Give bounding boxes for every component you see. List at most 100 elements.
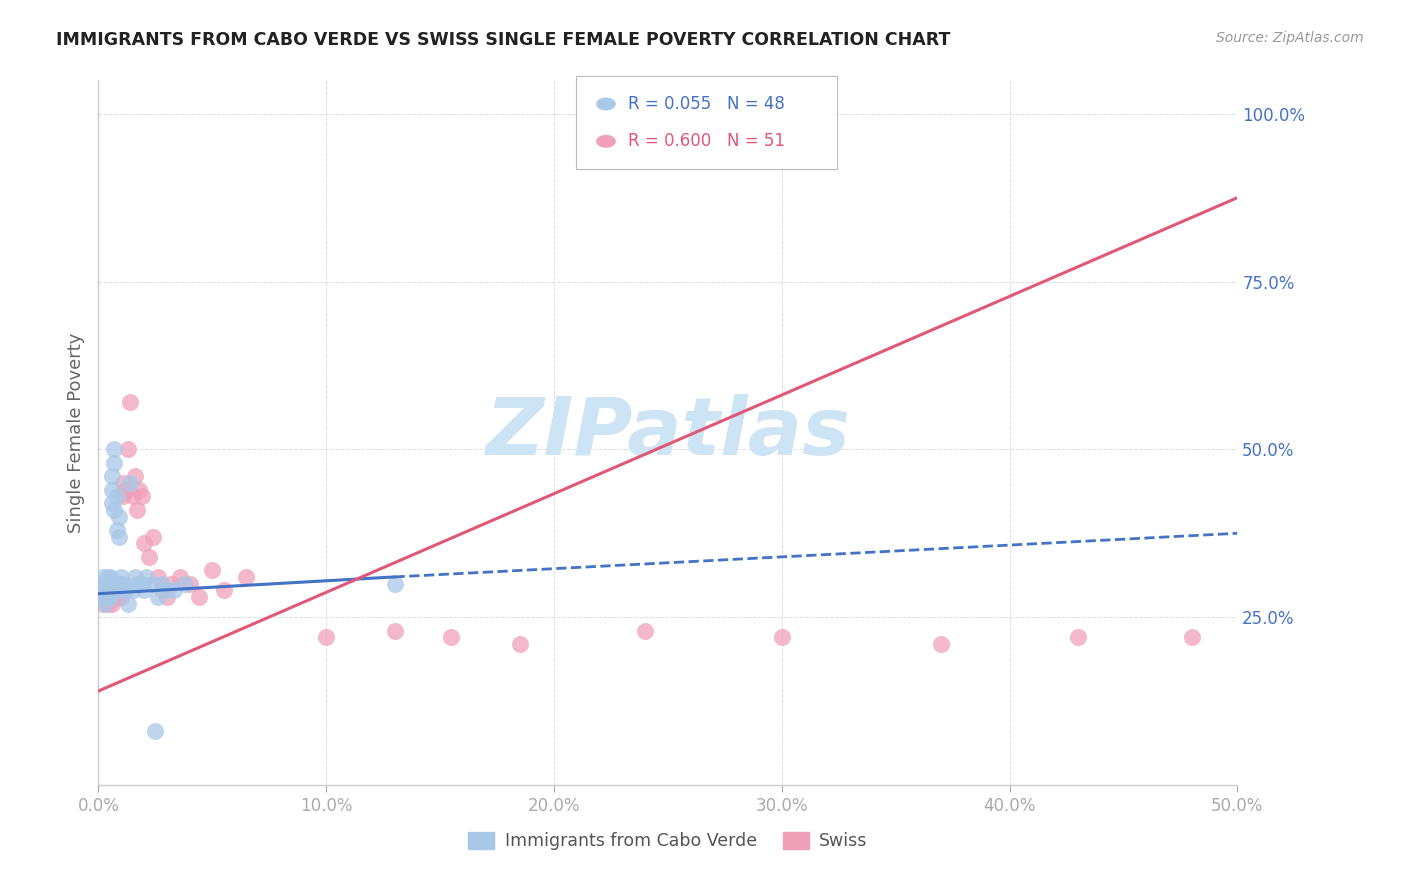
Point xyxy=(96,583,118,598)
Point xyxy=(146,570,169,584)
Point xyxy=(150,576,173,591)
Text: Source: ZipAtlas.com: Source: ZipAtlas.com xyxy=(1216,31,1364,45)
Point xyxy=(105,523,128,537)
Point xyxy=(110,583,132,598)
Legend: Immigrants from Cabo Verde, Swiss: Immigrants from Cabo Verde, Swiss xyxy=(461,825,875,857)
Point xyxy=(1181,630,1204,644)
Point xyxy=(105,590,128,604)
Point xyxy=(132,583,155,598)
Point xyxy=(98,570,121,584)
Point xyxy=(150,583,173,598)
Point xyxy=(96,597,118,611)
Point xyxy=(101,469,124,483)
Point xyxy=(162,583,184,598)
Point xyxy=(110,570,132,584)
Point xyxy=(108,530,131,544)
Point xyxy=(112,489,135,503)
Point xyxy=(98,590,121,604)
Point xyxy=(135,570,157,584)
Point xyxy=(110,583,132,598)
Point xyxy=(94,583,117,598)
Point xyxy=(440,630,463,644)
Point xyxy=(110,576,132,591)
Point xyxy=(91,583,114,598)
Point xyxy=(121,583,143,598)
Point xyxy=(212,583,235,598)
Point xyxy=(103,503,125,517)
Point xyxy=(124,469,146,483)
Point xyxy=(132,536,155,550)
Text: R = 0.600   N = 51: R = 0.600 N = 51 xyxy=(628,132,786,150)
Point xyxy=(127,503,149,517)
Text: ZIPatlas: ZIPatlas xyxy=(485,393,851,472)
Point xyxy=(156,590,179,604)
Point xyxy=(179,576,201,591)
Point xyxy=(103,456,125,470)
Point xyxy=(94,597,117,611)
Point xyxy=(156,583,179,598)
Point xyxy=(174,576,197,591)
Point xyxy=(235,570,257,584)
Point xyxy=(187,590,209,604)
Point xyxy=(94,576,117,591)
Point xyxy=(384,624,406,638)
Text: IMMIGRANTS FROM CABO VERDE VS SWISS SINGLE FEMALE POVERTY CORRELATION CHART: IMMIGRANTS FROM CABO VERDE VS SWISS SING… xyxy=(56,31,950,49)
Point xyxy=(103,442,125,457)
Point xyxy=(114,483,136,497)
Point xyxy=(101,590,124,604)
Point xyxy=(101,483,124,497)
Point xyxy=(96,570,118,584)
Point xyxy=(98,576,121,591)
Point xyxy=(101,496,124,510)
Point xyxy=(929,637,952,651)
Point xyxy=(117,442,139,457)
Point xyxy=(160,576,183,591)
Point xyxy=(96,590,118,604)
Y-axis label: Single Female Poverty: Single Female Poverty xyxy=(66,333,84,533)
Point xyxy=(131,489,153,503)
Point xyxy=(91,583,114,598)
Point xyxy=(91,570,114,584)
Point xyxy=(128,483,150,497)
Point xyxy=(120,395,142,409)
Point xyxy=(103,583,125,598)
Point xyxy=(127,576,149,591)
Point xyxy=(90,590,112,604)
Point xyxy=(121,489,143,503)
Point xyxy=(103,576,125,591)
Point xyxy=(98,590,121,604)
Point xyxy=(105,489,128,503)
Point xyxy=(117,597,139,611)
Point xyxy=(101,597,124,611)
Point xyxy=(98,590,121,604)
Point xyxy=(114,583,136,598)
Point xyxy=(94,590,117,604)
Point xyxy=(120,475,142,490)
Point xyxy=(1067,630,1090,644)
Point xyxy=(98,583,121,598)
Point xyxy=(124,570,146,584)
Point xyxy=(94,583,117,598)
Point xyxy=(94,590,117,604)
Point xyxy=(146,590,169,604)
Point xyxy=(108,576,131,591)
Point xyxy=(142,530,165,544)
Point xyxy=(91,590,114,604)
Point xyxy=(138,549,160,564)
Point xyxy=(110,590,132,604)
Point xyxy=(634,624,657,638)
Point xyxy=(384,576,406,591)
Point xyxy=(770,630,793,644)
Point xyxy=(90,576,112,591)
Point xyxy=(145,724,167,739)
Point xyxy=(112,475,135,490)
Point xyxy=(105,583,128,598)
Point xyxy=(131,576,153,591)
Point xyxy=(169,570,191,584)
Point xyxy=(201,563,224,577)
Point xyxy=(91,597,114,611)
Point xyxy=(509,637,531,651)
Point xyxy=(112,576,135,591)
Point xyxy=(315,630,337,644)
Point xyxy=(142,576,165,591)
